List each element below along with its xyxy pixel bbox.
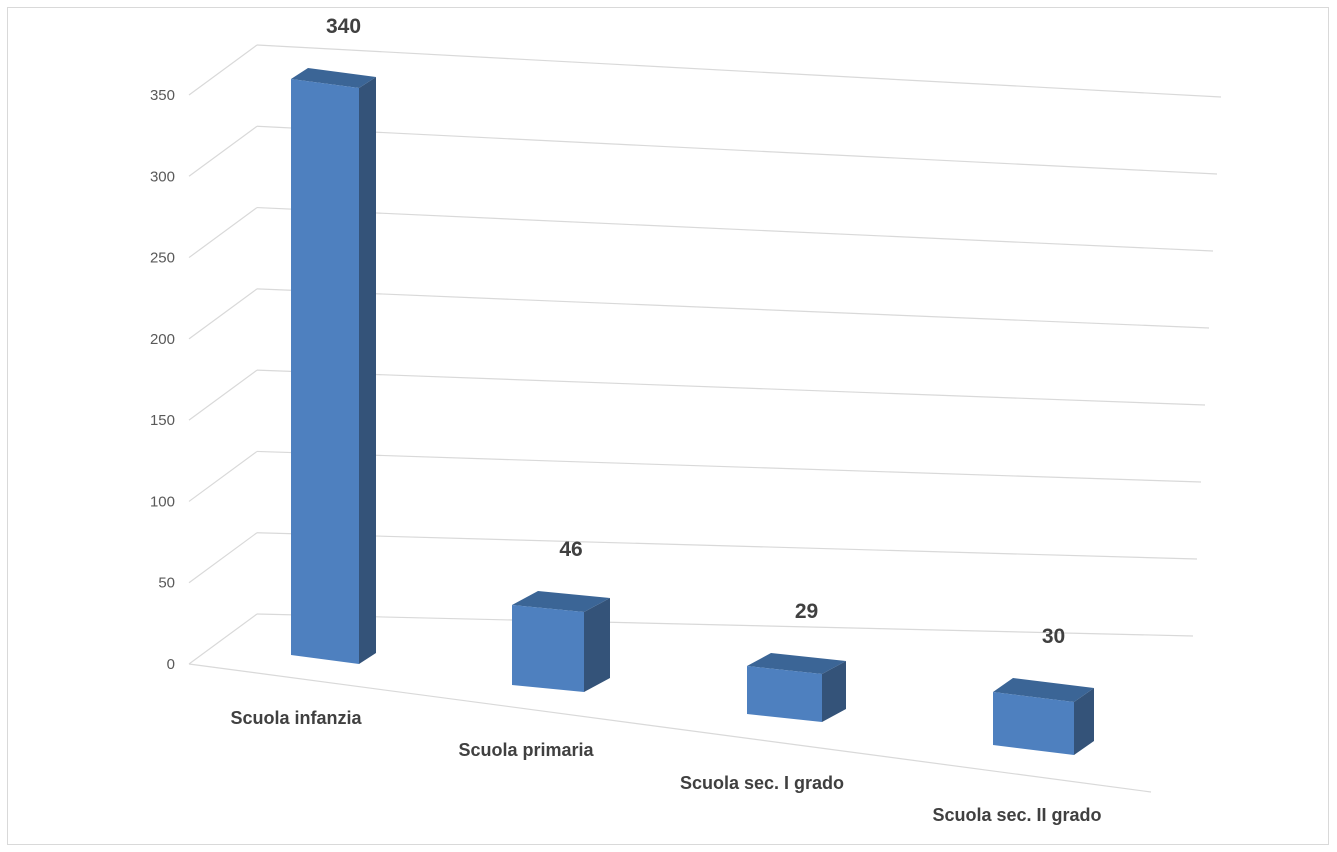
gridline [188,532,258,584]
bar-top-face [993,678,1094,702]
gridline [256,450,1202,483]
bars [291,68,1094,755]
y-axis-labels: 0 50 100 150 200 250 300 350 [150,87,175,673]
gridline [188,207,258,259]
gridline [256,125,1218,175]
gridline [256,288,1210,329]
category-label: Scuola sec. I grado [680,773,844,793]
gridline [188,663,1152,793]
data-labels: 340 46 29 30 [326,15,1065,648]
bar-front-face [291,79,359,664]
gridline [256,206,1214,252]
bar-top-face [291,68,376,88]
y-tick-label: 300 [150,168,175,185]
gridline [188,369,258,421]
category-label: Scuola infanzia [230,708,362,728]
y-tick-label: 350 [150,87,175,104]
gridline [188,613,258,665]
gridline [188,125,258,177]
category-labels: Scuola infanzia Scuola primaria Scuola s… [230,708,1101,825]
category-label: Scuola sec. II grado [932,805,1101,825]
bar-front-face [512,605,584,692]
y-tick-label: 0 [167,656,175,673]
gridline [188,288,258,340]
y-tick-label: 100 [150,493,175,510]
gridline [188,44,258,96]
bar-side-face [822,661,846,722]
gridline [256,44,1222,98]
category-label: Scuola primaria [458,740,594,760]
gridline [256,532,1198,560]
gridline [188,450,258,502]
gridlines [188,44,1222,793]
data-label: 46 [559,538,582,561]
gridline [256,613,1194,637]
data-label: 30 [1042,625,1065,648]
y-tick-label: 150 [150,412,175,429]
bar-front-face [747,666,822,722]
data-label: 340 [326,15,361,38]
y-tick-label: 250 [150,250,175,267]
bar-side-face [359,77,376,664]
bar-side-face [1074,688,1094,755]
bar-side-face [584,598,610,692]
data-label: 29 [795,600,818,623]
y-tick-label: 50 [158,575,175,592]
bar-top-face [747,653,846,674]
gridline [256,369,1206,406]
bar-front-face [993,692,1074,755]
bar-top-face [512,591,610,612]
y-tick-label: 200 [150,331,175,348]
